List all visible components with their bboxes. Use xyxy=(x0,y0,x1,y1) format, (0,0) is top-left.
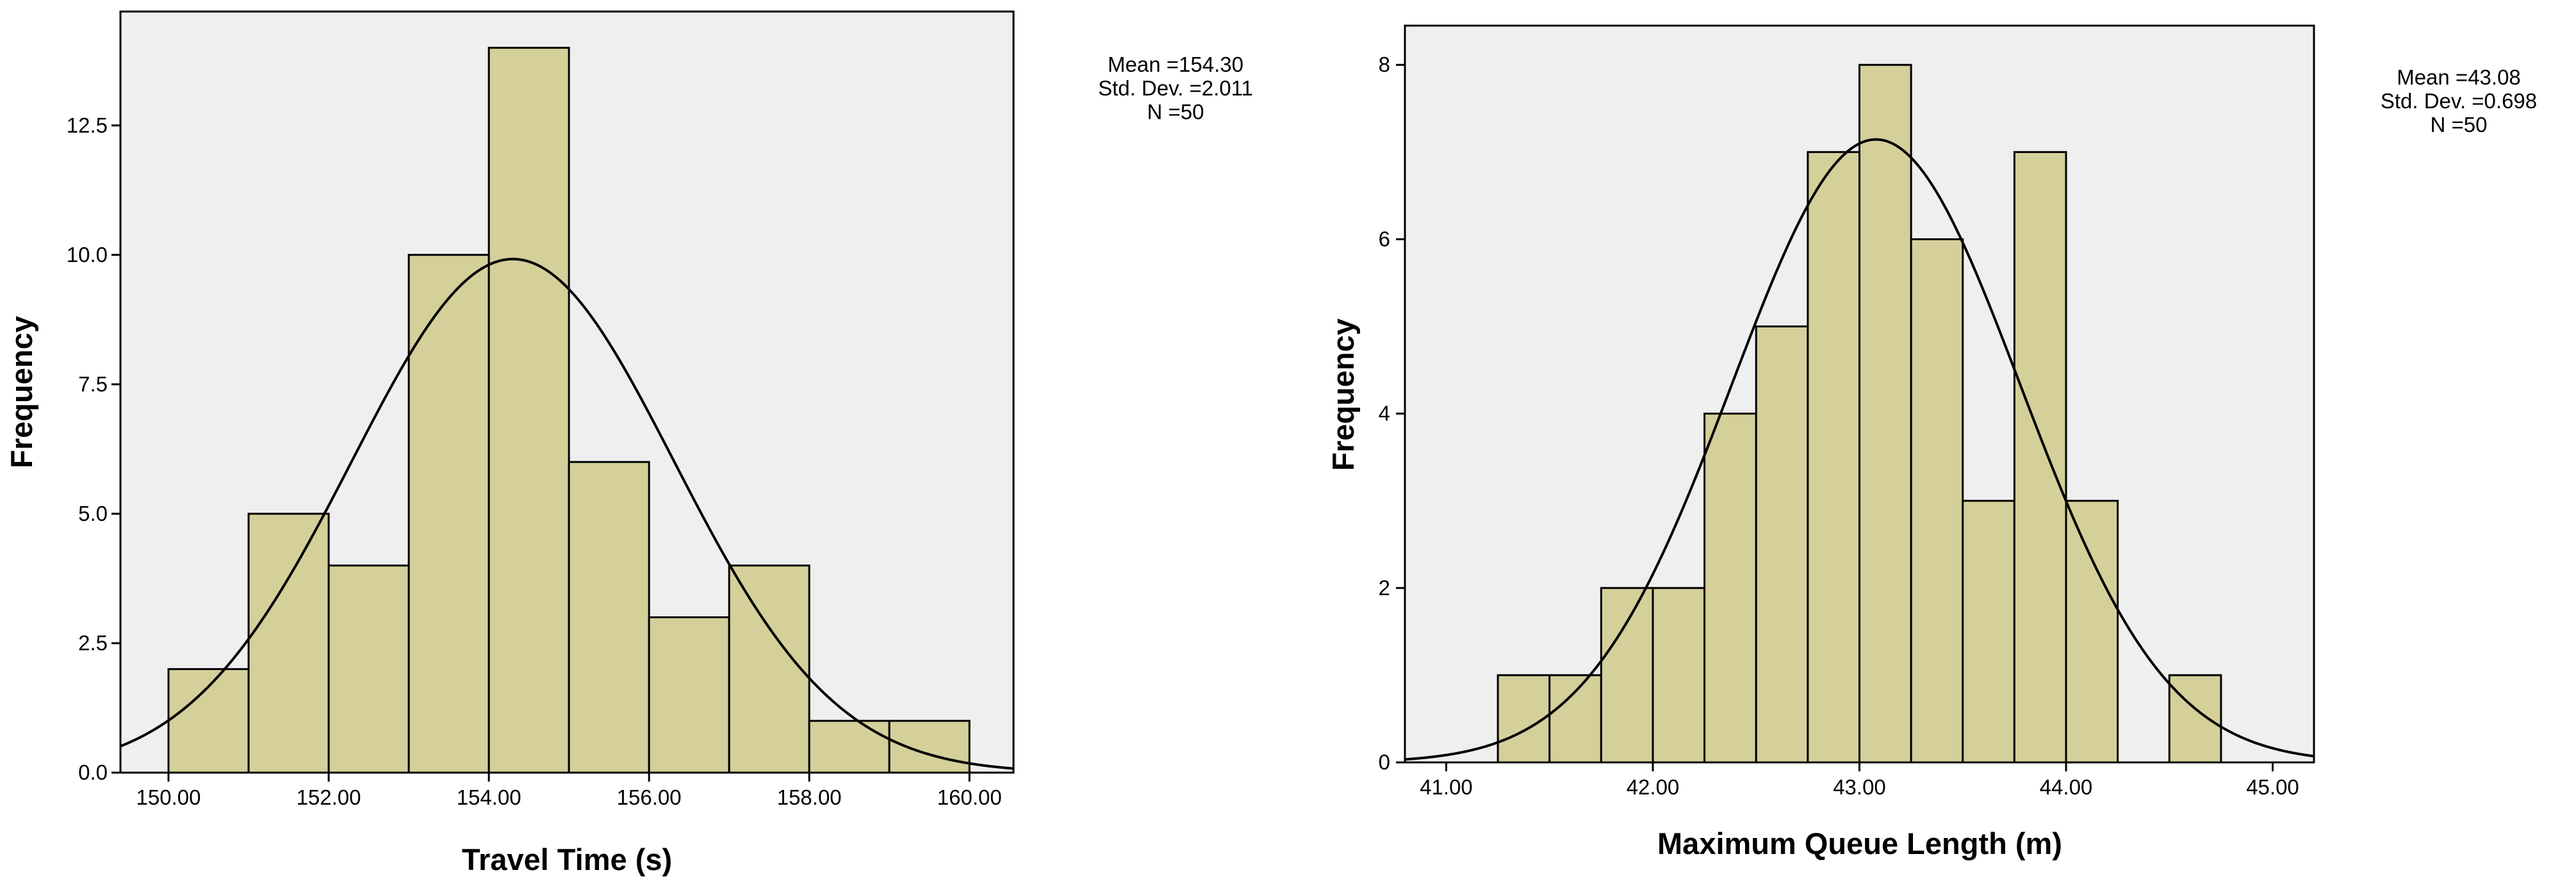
normal-curve xyxy=(120,258,1014,770)
y-tick-label: 12.5 xyxy=(67,113,108,137)
histogram-bar xyxy=(2168,674,2222,764)
histogram-bar xyxy=(808,719,890,774)
histogram-bar xyxy=(888,719,971,774)
histogram-bar xyxy=(1600,587,1654,764)
histogram-bar xyxy=(568,461,650,774)
histogram-chart-1: 0.0 2.5 5.0 7.5 10.0 12.5 150.00 152.00 154.00 15… xyxy=(4,10,1253,876)
stats-line: Std. Dev. =2.011 xyxy=(1098,76,1253,100)
stats-line: Mean =154.30 xyxy=(1108,53,1243,76)
x-tick-label: 150.00 xyxy=(136,785,201,809)
y-tick-label: 4 xyxy=(1379,402,1390,425)
x-tick-label: 158.00 xyxy=(777,785,842,809)
y-tick-label: 0.0 xyxy=(78,760,108,784)
stats-line: N =50 xyxy=(2431,113,2488,136)
y-tick-label: 0 xyxy=(1379,750,1390,774)
histogram-bar xyxy=(327,564,410,774)
stats-line: Std. Dev. =0.698 xyxy=(2381,89,2537,113)
histogram-bar xyxy=(1858,63,1912,764)
stats-line: N =50 xyxy=(1147,100,1204,124)
histogram-bar xyxy=(1807,151,1860,764)
y-tick-label: 10.0 xyxy=(67,243,108,267)
histogram-bar xyxy=(407,254,490,774)
histogram-bar xyxy=(1962,500,2015,764)
plot-frame xyxy=(119,10,1015,774)
y-tick-label: 2.5 xyxy=(78,631,108,655)
histogram-bar xyxy=(488,47,570,774)
y-tick-label: 5.0 xyxy=(78,502,108,525)
histogram-bar xyxy=(247,513,330,774)
histogram-bar xyxy=(1703,413,1757,764)
y-axis-title: Frequency xyxy=(1326,318,1360,471)
histogram-bar xyxy=(728,564,810,774)
x-tick-label: 160.00 xyxy=(937,785,1002,809)
y-tick-label: 8 xyxy=(1379,53,1390,76)
x-tick-label: 42.00 xyxy=(1627,775,1680,799)
x-tick-label: 152.00 xyxy=(297,785,361,809)
x-tick-label: 45.00 xyxy=(2246,775,2299,799)
histogram-bar xyxy=(1548,674,1602,764)
x-axis-title: Maximum Queue Length (m) xyxy=(1657,826,2062,860)
y-tick-label: 6 xyxy=(1379,227,1390,250)
y-tick-label: 7.5 xyxy=(78,372,108,396)
x-tick-label: 44.00 xyxy=(2040,775,2093,799)
histogram-bar xyxy=(1652,587,1706,764)
x-tick-label: 156.00 xyxy=(617,785,682,809)
normal-curve xyxy=(1404,138,2315,761)
y-axis-title: Frequency xyxy=(4,316,38,468)
histogram-chart-2: 0 2 4 6 8 41.00 42.00 43.00 44.00 45.00 Maximum Qu… xyxy=(1326,24,2537,860)
histogram-bar xyxy=(2013,151,2067,764)
stats-line: Mean =43.08 xyxy=(2397,65,2521,89)
x-tick-label: 154.00 xyxy=(457,785,521,809)
x-axis-title: Travel Time (s) xyxy=(462,842,672,876)
x-tick-label: 41.00 xyxy=(1420,775,1473,799)
histogram-bar xyxy=(1755,325,1809,764)
histogram-bar xyxy=(2065,500,2119,764)
y-tick-label: 2 xyxy=(1379,576,1390,600)
histogram-bar xyxy=(648,616,730,774)
histogram-bar xyxy=(167,668,250,774)
histogram-bar xyxy=(1910,238,1964,764)
x-tick-label: 43.00 xyxy=(1833,775,1886,799)
